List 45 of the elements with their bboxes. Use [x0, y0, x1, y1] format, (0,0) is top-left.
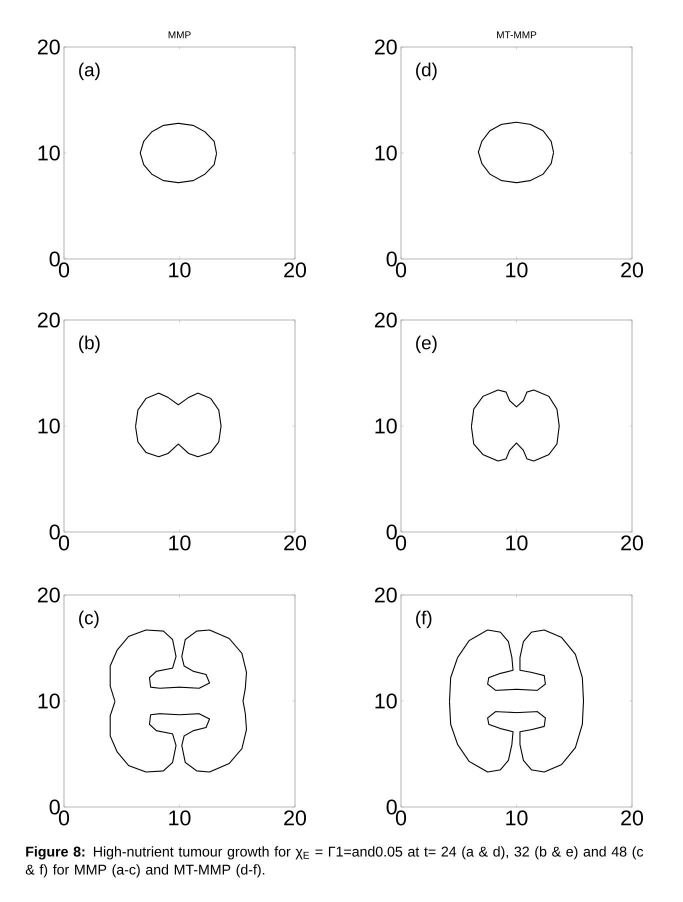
- y-tick-label: 20: [374, 312, 397, 328]
- x-tick-label: 10: [169, 535, 191, 550]
- y-tick-label: 0: [50, 799, 60, 815]
- y-tick-label: 0: [50, 251, 60, 267]
- y-tick-label: 10: [38, 693, 60, 709]
- y-tick-label: 0: [386, 251, 397, 267]
- x-tick-label: 20: [621, 262, 644, 278]
- x-tick-label: 10: [506, 810, 528, 826]
- y-tick-label: 20: [38, 587, 60, 603]
- line-series: [110, 629, 248, 773]
- annotation: (e): [416, 336, 437, 354]
- chart-title: MMP: [168, 31, 191, 38]
- annotation: (b): [79, 336, 100, 354]
- y-tick-label: 0: [50, 524, 60, 540]
- y-tick-label: 10: [38, 418, 60, 434]
- x-tick-label: 10: [506, 535, 528, 550]
- y-tick-label: 10: [376, 693, 397, 709]
- x-tick-label: 20: [284, 810, 306, 826]
- line-series: [448, 629, 584, 773]
- chart-title: MT-MMP: [497, 31, 536, 38]
- y-tick-label: 0: [386, 799, 397, 815]
- y-tick-label: 20: [38, 39, 60, 55]
- annotation: (d): [416, 62, 437, 80]
- text: Figure 8: High-nutrient tumour growth for χ$_{E}$ = Γ1=and0.05 at t= 24 (a & d), 32 (b & e) and 48 (c & f) for MMP (a-c) and MT-MMP (d-f).: [26, 846, 644, 878]
- line-series: [478, 122, 554, 184]
- y-tick-label: 10: [376, 418, 397, 434]
- y-tick-label: 10: [38, 145, 60, 161]
- y-tick-label: 0: [386, 524, 397, 540]
- x-tick-label: 20: [284, 262, 306, 278]
- x-tick-label: 10: [169, 262, 191, 278]
- y-tick-label: 20: [374, 587, 397, 603]
- line-series: [470, 389, 560, 462]
- annotation: (c): [79, 610, 99, 628]
- x-tick-label: 20: [284, 535, 306, 550]
- x-tick-label: 20: [621, 535, 644, 550]
- annotation: (f): [416, 610, 432, 628]
- x-tick-label: 10: [169, 810, 191, 826]
- y-tick-label: 20: [38, 312, 60, 328]
- line-series: [135, 392, 222, 458]
- y-tick-label: 10: [376, 145, 397, 161]
- x-tick-label: 10: [506, 262, 528, 278]
- y-tick-label: 20: [374, 39, 397, 55]
- annotation: (a): [79, 62, 100, 80]
- x-tick-label: 20: [621, 810, 644, 826]
- line-series: [140, 122, 217, 184]
